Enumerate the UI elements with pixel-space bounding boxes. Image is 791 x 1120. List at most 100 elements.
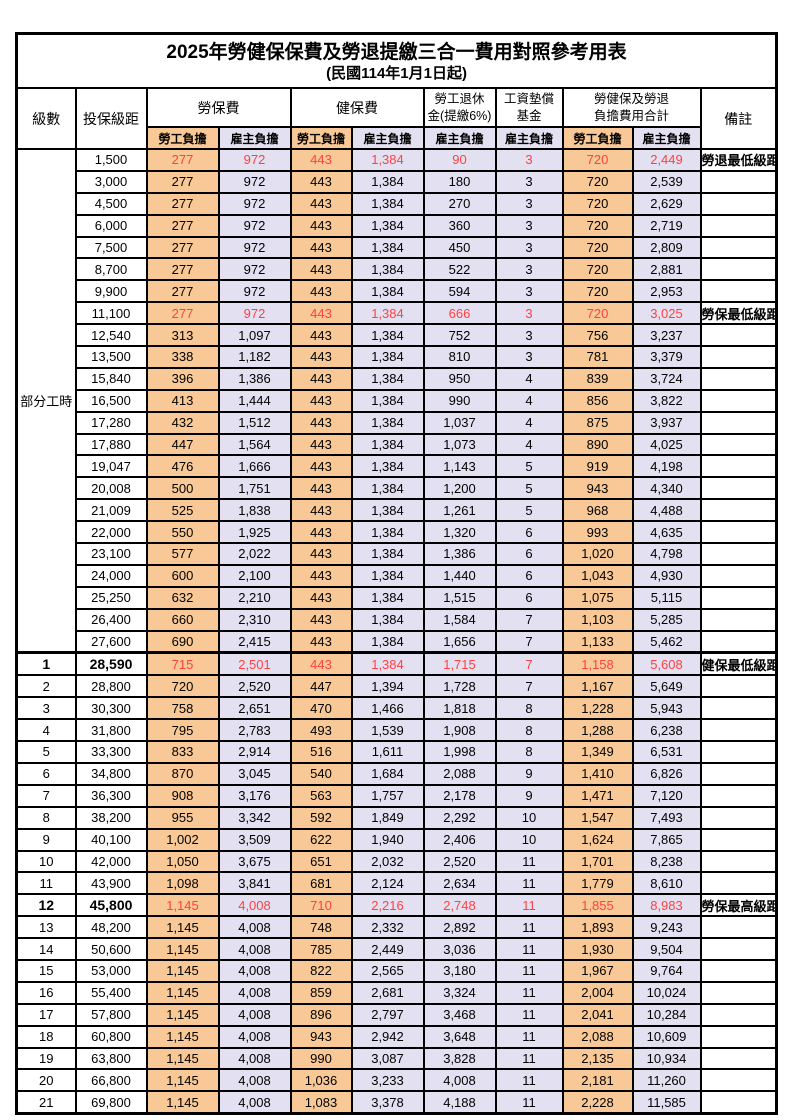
pension-label-line2: 金(提繳6%) bbox=[427, 108, 492, 123]
total-label-line2: 負擔費用合計 bbox=[593, 108, 669, 123]
cell-labor-employer: 1,666 bbox=[217, 454, 292, 479]
cell-pension-employer: 3,324 bbox=[422, 980, 497, 1005]
cell-health-employee: 443 bbox=[289, 454, 353, 479]
cell-labor-employer: 2,501 bbox=[217, 651, 292, 677]
table-row: 7,500 277 972 443 1,384 450 3 720 2,809 bbox=[17, 235, 778, 260]
table-row: 3,000 277 972 443 1,384 180 3 720 2,539 bbox=[17, 169, 778, 194]
cell-labor-employer: 1,925 bbox=[217, 520, 292, 545]
cell-pension-employer: 950 bbox=[422, 366, 497, 391]
cell-total-employer: 10,609 bbox=[631, 1024, 702, 1049]
cell-total-employee: 1,167 bbox=[561, 674, 634, 699]
cell-pension-employer: 1,818 bbox=[422, 696, 497, 721]
cell-total-employer: 9,243 bbox=[631, 915, 702, 940]
cell-wage-fund-employer: 4 bbox=[494, 366, 564, 391]
subheader-labor-employer: 雇主負擔 bbox=[217, 126, 292, 150]
cell-pension-employer: 1,073 bbox=[422, 432, 497, 457]
cell-pension-employer: 1,515 bbox=[422, 585, 497, 610]
cell-health-employee: 896 bbox=[289, 1002, 353, 1027]
cell-note bbox=[699, 915, 778, 940]
cell-labor-employer: 4,008 bbox=[217, 980, 292, 1005]
cell-note bbox=[699, 696, 778, 721]
cell-health-employee: 540 bbox=[289, 761, 353, 786]
cell-wage-fund-employer: 11 bbox=[494, 937, 564, 961]
cell-pension-employer: 2,292 bbox=[422, 805, 497, 830]
cell-bracket: 1,500 bbox=[74, 148, 148, 172]
cell-note bbox=[699, 542, 778, 566]
table-row: 9 40,100 1,002 3,509 622 1,940 2,406 10 1,624 7,8… bbox=[15, 827, 778, 852]
cell-pension-employer: 2,088 bbox=[422, 761, 497, 786]
cell-total-employee: 720 bbox=[561, 148, 634, 172]
cell-wage-fund-employer: 11 bbox=[494, 1068, 564, 1093]
cell-labor-employer: 972 bbox=[217, 235, 292, 260]
cell-total-employee: 720 bbox=[561, 235, 634, 260]
cell-total-employee: 856 bbox=[561, 388, 634, 413]
cell-bracket: 21,009 bbox=[74, 498, 148, 523]
cell-pension-employer: 3,648 bbox=[422, 1024, 497, 1049]
cell-labor-employee: 632 bbox=[145, 585, 220, 610]
cell-bracket: 28,800 bbox=[74, 674, 148, 699]
table-row: 7 36,300 908 3,176 563 1,757 2,178 9 1,471 7,120 bbox=[15, 783, 778, 808]
cell-total-employee: 1,349 bbox=[561, 740, 634, 764]
part-time-label: 部分工時 bbox=[15, 148, 77, 654]
cell-pension-employer: 2,520 bbox=[422, 849, 497, 874]
table-row: 17 57,800 1,145 4,008 896 2,797 3,468 11 2,041 10… bbox=[15, 1002, 778, 1027]
cell-health-employee: 443 bbox=[289, 323, 353, 348]
cell-bracket: 25,250 bbox=[74, 585, 148, 610]
cell-wage-fund-employer: 11 bbox=[494, 915, 564, 940]
cell-health-employee: 443 bbox=[289, 213, 353, 238]
cell-total-employee: 1,624 bbox=[561, 827, 634, 852]
cell-health-employer: 1,384 bbox=[350, 388, 425, 413]
cell-pension-employer: 1,320 bbox=[422, 520, 497, 545]
cell-labor-employee: 1,145 bbox=[145, 958, 220, 983]
cell-labor-employee: 833 bbox=[145, 740, 220, 764]
cell-labor-employer: 2,022 bbox=[217, 542, 292, 566]
cell-health-employer: 3,378 bbox=[350, 1090, 425, 1115]
table-row: 19,047 476 1,666 443 1,384 1,143 5 919 4,198 bbox=[17, 454, 778, 479]
cell-total-employee: 2,004 bbox=[561, 980, 634, 1005]
cell-pension-employer: 3,180 bbox=[422, 958, 497, 983]
cell-pension-employer: 3,828 bbox=[422, 1046, 497, 1071]
cell-health-employer: 1,611 bbox=[350, 740, 425, 764]
cell-note bbox=[699, 980, 778, 1005]
cell-health-employer: 3,087 bbox=[350, 1046, 425, 1071]
cell-labor-employee: 1,145 bbox=[145, 1068, 220, 1093]
cell-total-employee: 720 bbox=[561, 213, 634, 238]
cell-pension-employer: 3,036 bbox=[422, 937, 497, 961]
table-row: 17,280 432 1,512 443 1,384 1,037 4 875 3,937 bbox=[17, 410, 778, 435]
cell-health-employee: 443 bbox=[289, 169, 353, 194]
cell-total-employer: 6,531 bbox=[631, 740, 702, 764]
cell-bracket: 40,100 bbox=[74, 827, 148, 852]
cell-labor-employer: 3,045 bbox=[217, 761, 292, 786]
cell-health-employee: 1,083 bbox=[289, 1090, 353, 1115]
cell-bracket: 60,800 bbox=[74, 1024, 148, 1049]
cell-labor-employee: 413 bbox=[145, 388, 220, 413]
cell-note bbox=[699, 1046, 778, 1071]
page-title: 2025年勞健保保費及勞退提繳三合一費用對照參考用表 bbox=[166, 41, 627, 63]
subheader-pension-employer: 雇主負擔 bbox=[422, 126, 497, 150]
table-row: 12,540 313 1,097 443 1,384 752 3 756 3,237 bbox=[17, 323, 778, 348]
cell-labor-employee: 795 bbox=[145, 718, 220, 743]
cell-wage-fund-employer: 11 bbox=[494, 1002, 564, 1027]
cell-labor-employee: 908 bbox=[145, 783, 220, 808]
cell-level: 21 bbox=[15, 1090, 77, 1115]
cell-pension-employer: 1,386 bbox=[422, 542, 497, 566]
cell-labor-employee: 600 bbox=[145, 563, 220, 588]
cell-labor-employer: 972 bbox=[217, 148, 292, 172]
cell-bracket: 69,800 bbox=[74, 1090, 148, 1115]
cell-wage-fund-employer: 6 bbox=[494, 585, 564, 610]
cell-note: 勞保最低級距 bbox=[699, 301, 778, 326]
cell-health-employer: 1,384 bbox=[350, 476, 425, 501]
cell-wage-fund-employer: 3 bbox=[494, 279, 564, 304]
cell-wage-fund-employer: 5 bbox=[494, 476, 564, 501]
cell-pension-employer: 752 bbox=[422, 323, 497, 348]
cell-health-employer: 1,384 bbox=[350, 191, 425, 216]
cell-wage-fund-employer: 8 bbox=[494, 696, 564, 721]
table-row: 1 28,590 715 2,501 443 1,384 1,715 7 1,158 5,608 健… bbox=[15, 651, 778, 677]
cell-pension-employer: 990 bbox=[422, 388, 497, 413]
cell-bracket: 42,000 bbox=[74, 849, 148, 874]
cell-level: 13 bbox=[15, 915, 77, 940]
table-row: 6,000 277 972 443 1,384 360 3 720 2,719 bbox=[17, 213, 778, 238]
table-header: 2025年勞健保保費及勞退提繳三合一費用對照參考用表 (民國114年1月1日起)… bbox=[15, 32, 778, 150]
cell-bracket: 33,300 bbox=[74, 740, 148, 764]
cell-labor-employer: 2,100 bbox=[217, 563, 292, 588]
